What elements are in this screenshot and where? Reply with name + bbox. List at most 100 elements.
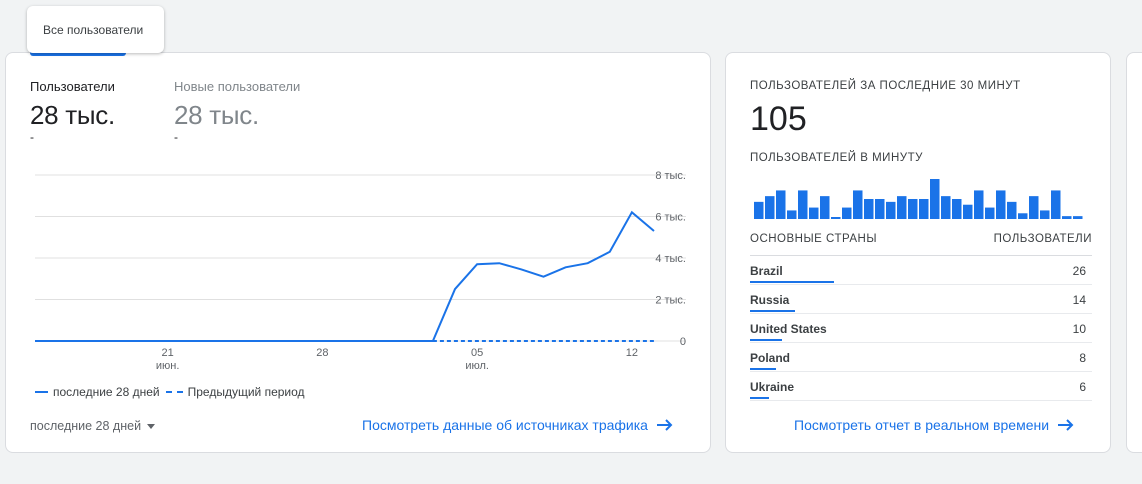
realtime-value: 105 <box>750 100 807 138</box>
per-minute-bar-chart <box>754 179 1083 219</box>
minute-bar <box>930 179 940 219</box>
view-traffic-sources-label: Посмотреть данные об источниках трафика <box>362 417 648 433</box>
metric-new-users-label: Новые пользователи <box>174 79 301 94</box>
minute-bar <box>1062 216 1072 219</box>
legend-previous-label: Предыдущий период <box>187 385 305 399</box>
top-countries-table: ОСНОВНЫЕ СТРАНЫ ПОЛЬЗОВАТЕЛИ Brazil 26 Rus… <box>750 233 1092 401</box>
metric-new-users-delta: - <box>174 130 178 144</box>
realtime-card: ПОЛЬЗОВАТЕЛЕЙ ЗА ПОСЛЕДНИЕ 30 МИНУТ 105 … <box>725 52 1111 453</box>
minute-bar <box>963 204 973 219</box>
x-tick-month-label: июн. <box>156 360 180 372</box>
y-tick-label: 6 тыс. <box>655 212 686 224</box>
legend-current-label: последние 28 дней <box>53 385 160 399</box>
x-tick-label: 28 <box>316 347 328 359</box>
legend-previous-swatch <box>165 391 183 393</box>
country-users: 26 <box>1072 264 1086 278</box>
country-name: United States <box>750 322 827 336</box>
minute-bar <box>996 190 1006 219</box>
minute-bar <box>1040 210 1050 219</box>
minute-bar <box>831 217 841 219</box>
y-tick-label: 8 тыс. <box>655 170 686 182</box>
table-row[interactable]: Russia 14 <box>750 285 1092 314</box>
date-range-select[interactable]: последние 28 дней <box>30 419 156 433</box>
table-header: ОСНОВНЫЕ СТРАНЫ ПОЛЬЗОВАТЕЛИ <box>750 233 1092 256</box>
metric-users-value: 28 тыс. <box>30 100 115 130</box>
country-share-bar <box>750 310 796 312</box>
country-name: Ukraine <box>750 380 795 394</box>
x-tick-month-label: июл. <box>465 360 489 372</box>
country-share-bar <box>750 368 777 370</box>
minute-bar <box>985 207 995 219</box>
minute-bar <box>908 199 918 219</box>
tab-all-users[interactable]: Все пользователи <box>27 6 164 53</box>
minute-bar <box>941 196 951 219</box>
table-row[interactable]: Brazil 26 <box>750 256 1092 285</box>
table-row[interactable]: Ukraine 6 <box>750 372 1092 401</box>
country-name: Poland <box>750 351 791 365</box>
minute-bar <box>864 199 874 219</box>
country-users: 10 <box>1072 322 1086 336</box>
x-tick-label: 05 <box>471 347 483 359</box>
country-name: Brazil <box>750 264 783 278</box>
minute-bar <box>1073 216 1083 219</box>
minute-bar <box>798 190 808 219</box>
metric-users-label: Пользователи <box>30 79 115 94</box>
arrow-right-icon <box>1058 419 1074 431</box>
next-card-edge <box>1126 52 1142 453</box>
view-realtime-report-link[interactable]: Посмотреть отчет в реальном времени <box>794 417 1075 433</box>
y-tick-label: 0 <box>680 336 686 348</box>
minute-bar <box>1029 196 1039 219</box>
legend-current: последние 28 дней <box>35 385 160 399</box>
series-line-current <box>35 210 655 342</box>
table-row[interactable]: United States 10 <box>750 314 1092 343</box>
col-country-header: ОСНОВНЫЕ СТРАНЫ <box>750 233 878 245</box>
country-name: Russia <box>750 293 790 307</box>
legend-previous: Предыдущий период <box>165 385 305 399</box>
minute-bar <box>842 207 852 219</box>
chart-legend: последние 28 дней Предыдущий период <box>35 385 311 399</box>
table-row[interactable]: Poland 8 <box>750 343 1092 372</box>
metric-users[interactable]: Пользователи 28 тыс. - <box>30 79 115 143</box>
col-users-header: ПОЛЬЗОВАТЕЛИ <box>993 233 1092 245</box>
minute-bar <box>809 207 819 219</box>
caret-down-icon <box>147 424 156 429</box>
metric-users-delta: - <box>30 130 34 144</box>
minute-bar <box>974 190 984 219</box>
country-share-bar <box>750 281 834 283</box>
country-users: 14 <box>1072 293 1086 307</box>
arrow-right-icon <box>656 419 673 431</box>
tab-all-users-label: Все пользователи <box>43 23 144 37</box>
minute-bar <box>853 190 863 219</box>
minute-bar <box>1007 201 1017 219</box>
minute-bar <box>776 190 786 219</box>
legend-current-swatch <box>35 391 48 393</box>
country-share-bar <box>750 397 770 399</box>
y-tick-label: 4 тыс. <box>655 253 686 265</box>
minute-bar <box>754 201 764 219</box>
y-tick-label: 2 тыс. <box>655 295 686 307</box>
minute-bar <box>886 201 896 219</box>
minute-bar <box>1018 213 1028 219</box>
country-users: 6 <box>1079 380 1086 394</box>
metric-new-users[interactable]: Новые пользователи 28 тыс. - <box>174 79 300 143</box>
tab-active-indicator <box>30 52 126 56</box>
minute-bar <box>1051 190 1061 219</box>
minute-bar <box>952 199 962 219</box>
users-overview-card: Пользователи 28 тыс. - Новые пользовател… <box>5 52 711 453</box>
per-minute-title: ПОЛЬЗОВАТЕЛЕЙ В МИНУТУ <box>750 152 923 164</box>
minute-bar <box>820 196 830 219</box>
view-traffic-sources-link[interactable]: Посмотреть данные об источниках трафика <box>362 417 674 433</box>
metric-new-users-value: 28 тыс. <box>174 100 259 130</box>
minute-bar <box>875 199 885 219</box>
minute-bar <box>897 196 907 219</box>
realtime-title: ПОЛЬЗОВАТЕЛЕЙ ЗА ПОСЛЕДНИЕ 30 МИНУТ <box>750 80 1021 92</box>
x-tick-label: 12 <box>626 347 638 359</box>
x-tick-label: 21 <box>162 347 174 359</box>
country-users: 8 <box>1079 351 1086 365</box>
minute-bar <box>787 210 797 219</box>
country-share-bar <box>750 339 782 341</box>
view-realtime-report-label: Посмотреть отчет в реальном времени <box>794 417 1050 433</box>
minute-bar <box>765 196 775 219</box>
date-range-value: последние 28 дней <box>30 419 142 433</box>
